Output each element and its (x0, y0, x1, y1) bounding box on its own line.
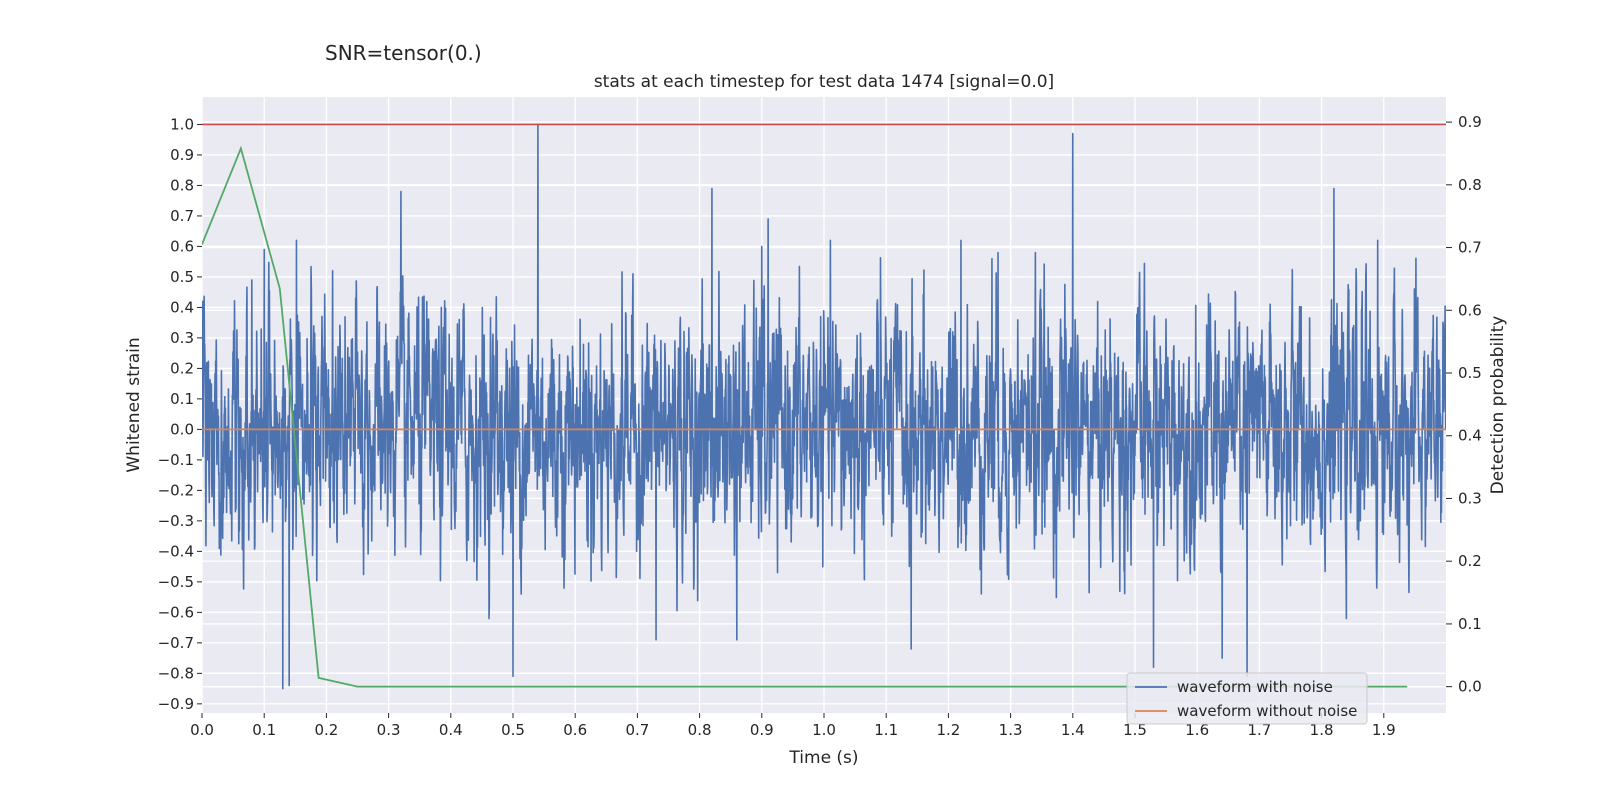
legend-label: waveform without noise (1177, 702, 1357, 720)
chart-title: stats at each timestep for test data 147… (594, 72, 1054, 92)
y-tick-label: 0.7 (170, 207, 194, 225)
y-axis-label: Whitened strain (124, 337, 144, 472)
y-tick-label: 0.2 (170, 359, 194, 377)
x-axis-label: Time (s) (788, 748, 858, 768)
y-tick-label: 0.0 (170, 420, 194, 438)
x-tick-label: 1.1 (874, 721, 898, 739)
y-tick-label: 1.0 (170, 115, 194, 133)
x-tick-label: 1.6 (1185, 721, 1209, 739)
x-tick-label: 0.9 (750, 721, 774, 739)
y-tick-label: 0.4 (170, 298, 194, 316)
y-tick-label: −0.4 (158, 542, 194, 560)
y2-axis-label: Detection probability (1488, 316, 1508, 495)
y2-tick-label: 0.5 (1458, 364, 1482, 382)
x-tick-label: 1.3 (999, 721, 1023, 739)
x-tick-label: 0.4 (439, 721, 463, 739)
y-tick-label: 0.5 (170, 268, 194, 286)
x-tick-label: 0.5 (501, 721, 525, 739)
x-tick-label: 1.7 (1247, 721, 1271, 739)
y-tick-label: 0.8 (170, 176, 194, 194)
x-tick-label: 0.8 (688, 721, 712, 739)
series-detection-probability (202, 145, 1408, 688)
y-tick-label: −0.2 (158, 481, 194, 499)
x-tick-label: 0.2 (314, 721, 338, 739)
x-tick-label: 0.6 (563, 721, 587, 739)
y2-tick-label: 0.1 (1458, 615, 1482, 633)
y-tick-label: −0.9 (158, 695, 194, 713)
x-tick-label: 0.3 (377, 721, 401, 739)
x-tick-label: 0.0 (190, 721, 214, 739)
y-tick-label: 0.1 (170, 390, 194, 408)
y-tick-label: 0.6 (170, 237, 194, 255)
legend-box (1126, 672, 1368, 725)
y-tick-label: −0.3 (158, 512, 194, 530)
plot-series-group (202, 123, 1446, 690)
x-tick-label: 1.4 (1061, 721, 1085, 739)
legend-label: waveform with noise (1177, 678, 1333, 696)
y2-tick-label: 0.2 (1458, 552, 1482, 570)
x-tick-label: 1.9 (1372, 721, 1396, 739)
x-tick-label: 0.7 (625, 721, 649, 739)
y2-tick-label: 0.0 (1458, 678, 1482, 696)
y2-tick-label: 0.9 (1458, 113, 1482, 131)
x-tick-label: 1.8 (1310, 721, 1334, 739)
y-tick-label: 0.9 (170, 146, 194, 164)
y2-tick-label: 0.7 (1458, 239, 1482, 257)
x-tick-label: 1.5 (1123, 721, 1147, 739)
y-tick-label: 0.3 (170, 329, 194, 347)
x-tick-label: 1.2 (936, 721, 960, 739)
y2-tick-label: 0.6 (1458, 301, 1482, 319)
x-tick-label: 0.1 (252, 721, 276, 739)
x-tick-label: 1.0 (812, 721, 836, 739)
series-waveform-with-noise (202, 123, 1446, 690)
y-tick-label: −0.1 (158, 451, 194, 469)
figure-suptitle: SNR=tensor(0.) (325, 41, 482, 65)
y-tick-label: −0.5 (158, 573, 194, 591)
y2-tick-label: 0.8 (1458, 176, 1482, 194)
y-tick-label: −0.7 (158, 634, 194, 652)
y2-tick-label: 0.3 (1458, 489, 1482, 507)
y-tick-label: −0.8 (158, 664, 194, 682)
y2-tick-label: 0.4 (1458, 427, 1482, 445)
y-tick-label: −0.6 (158, 603, 194, 621)
